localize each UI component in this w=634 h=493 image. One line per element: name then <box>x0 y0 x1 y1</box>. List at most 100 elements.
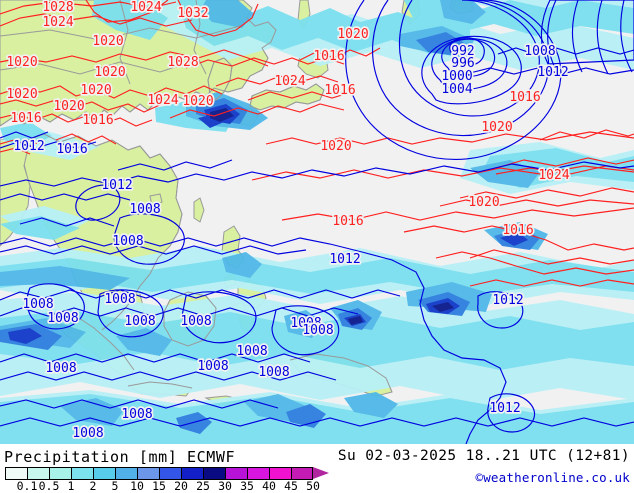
legend-tick-10: 10 <box>130 479 144 493</box>
isobar-label-1008-49: 1008 <box>302 323 333 338</box>
legend-tick-35: 35 <box>240 479 254 493</box>
isobar-label-1008-40: 1008 <box>22 297 53 312</box>
legend-tick-2: 2 <box>89 479 97 493</box>
isobar-label-halo: 1012 <box>13 139 44 154</box>
legend-tick-50: 50 <box>306 479 320 493</box>
land-taiwan <box>193 197 205 223</box>
isobar-label-1020-6: 1020 <box>94 65 125 80</box>
isobar-label-1012-38: 1012 <box>492 293 523 308</box>
isobar-label-halo: 1028 <box>167 55 198 70</box>
isobar-label-halo: 1008 <box>72 426 103 441</box>
legend-tick-15: 15 <box>152 479 166 493</box>
isobar-label-1008-41: 1008 <box>47 311 78 326</box>
isobar-label-1012-39: 1012 <box>489 401 520 416</box>
isobar-label-halo: 1008 <box>124 314 155 329</box>
isobar-label-1024-1: 1024 <box>42 15 73 30</box>
isobar-label-halo: 1020 <box>6 87 37 102</box>
legend-colour-bar[interactable] <box>5 467 313 480</box>
isobar-label-1016-25: 1016 <box>332 214 363 229</box>
isobar-label-1024-19: 1024 <box>274 74 305 89</box>
isobar-label-1020-5: 1020 <box>6 55 37 70</box>
legend-swatch-15[interactable] <box>137 467 159 480</box>
isobar-label-halo: 1016 <box>10 111 41 126</box>
isobar-label-1020-34: 1020 <box>481 120 512 135</box>
isobar-label-1020-36: 1020 <box>468 195 499 210</box>
footer-bar: Precipitation [mm] ECMWF Su 02-03-2025 1… <box>0 444 634 493</box>
legend-swatch-40[interactable] <box>247 467 269 480</box>
isobar-label-1028-0: 1028 <box>42 0 73 15</box>
isobar-label-1012-22: 1012 <box>101 178 132 193</box>
legend-swatch-2[interactable] <box>71 467 93 480</box>
isobar-label-halo: 1008 <box>197 359 228 374</box>
isobar-label-1032-3: 1032 <box>177 6 208 21</box>
isobar-label-halo: 992 <box>451 44 474 59</box>
precipitation-legend[interactable]: 0.1 0.5 1 2 5 10 15 20 25 30 35 40 45 50 <box>5 467 335 493</box>
isobar-label-halo: 1028 <box>42 0 73 15</box>
isobar-label-1000-29: 1000 <box>441 69 472 84</box>
isobar-label-halo: 1008 <box>121 407 152 422</box>
legend-swatch-20[interactable] <box>159 467 181 480</box>
legend-swatch-50[interactable] <box>291 467 313 480</box>
isobar-label-halo: 1008 <box>112 234 143 249</box>
isobar-label-halo: 1020 <box>53 99 84 114</box>
isobar-label-halo: 1008 <box>22 297 53 312</box>
legend-swatch-1[interactable] <box>49 467 71 480</box>
isobar-label-halo: 1008 <box>524 44 555 59</box>
copyright-credit: ©weatheronline.co.uk <box>475 470 630 485</box>
isobar-label-halo: 1020 <box>94 65 125 80</box>
isobar-label-halo: 1008 <box>290 316 321 331</box>
legend-swatch-5[interactable] <box>93 467 115 480</box>
isobar-label-halo: 1016 <box>509 90 540 105</box>
isobar-label-halo: 1012 <box>101 178 132 193</box>
isobar-label-1028-7: 1028 <box>167 55 198 70</box>
isobar-label-halo: 1020 <box>6 55 37 70</box>
map-panel[interactable]: 1028 1028 1024 1024 1024 1024 1032 1032 1020 1020… <box>0 0 634 444</box>
legend-swatch-25[interactable] <box>181 467 203 480</box>
legend-swatch-45[interactable] <box>269 467 291 480</box>
isobar-label-992-27: 992 <box>451 44 474 59</box>
legend-swatch-35[interactable] <box>225 467 247 480</box>
isobar-label-halo: 1024 <box>274 74 305 89</box>
isobar-low-layer <box>0 0 634 444</box>
legend-tick-30: 30 <box>218 479 232 493</box>
isobar-label-1024-35: 1024 <box>538 168 569 183</box>
legend-tick-20: 20 <box>174 479 188 493</box>
isobar-label-halo: 1012 <box>492 293 523 308</box>
isobar-label-996-28: 996 <box>451 56 474 71</box>
legend-tick-0.1: 0.1 <box>16 479 38 493</box>
isobar-label-halo: 1024 <box>147 93 178 108</box>
isobar-label-halo: 1008 <box>180 314 211 329</box>
legend-swatch-0.1[interactable] <box>5 467 27 480</box>
isobar-label-halo: 1016 <box>332 214 363 229</box>
isobar-label-halo: 1016 <box>56 142 87 157</box>
isobar-label-halo: 1016 <box>313 49 344 64</box>
isobar-label-halo: 1012 <box>329 252 360 267</box>
isobar-label-halo: 1024 <box>130 0 161 15</box>
legend-swatch-30[interactable] <box>203 467 225 480</box>
isobar-label-1008-42: 1008 <box>124 314 155 329</box>
legend-tick-1: 1 <box>67 479 75 493</box>
legend-arrow-icon <box>313 467 329 479</box>
legend-tick-45: 45 <box>284 479 298 493</box>
isobar-label-halo: 1004 <box>441 82 472 97</box>
isobar-label-1004-30: 1004 <box>441 82 472 97</box>
isobar-label-halo: 1008 <box>258 365 289 380</box>
isobar-label-1024-11: 1024 <box>147 93 178 108</box>
isobar-label-1008-46: 1008 <box>236 344 267 359</box>
isobar-label-halo: 1008 <box>104 292 135 307</box>
isobar-label-1016-20: 1016 <box>324 83 355 98</box>
isobar-label-1012-32: 1012 <box>537 65 568 80</box>
isobar-label-halo: 1008 <box>47 311 78 326</box>
isobar-label-1012-26: 1012 <box>329 252 360 267</box>
isobar-label-halo: 1024 <box>538 168 569 183</box>
isobar-label-1008-24: 1008 <box>112 234 143 249</box>
isobar-label-1016-37: 1016 <box>502 223 533 238</box>
isobar-label-halo: 1012 <box>489 401 520 416</box>
isobar-label-halo: 1008 <box>45 361 76 376</box>
legend-swatch-10[interactable] <box>115 467 137 480</box>
isobar-label-halo: 996 <box>451 56 474 71</box>
legend-swatch-0.5[interactable] <box>27 467 49 480</box>
legend-tick-5: 5 <box>111 479 119 493</box>
